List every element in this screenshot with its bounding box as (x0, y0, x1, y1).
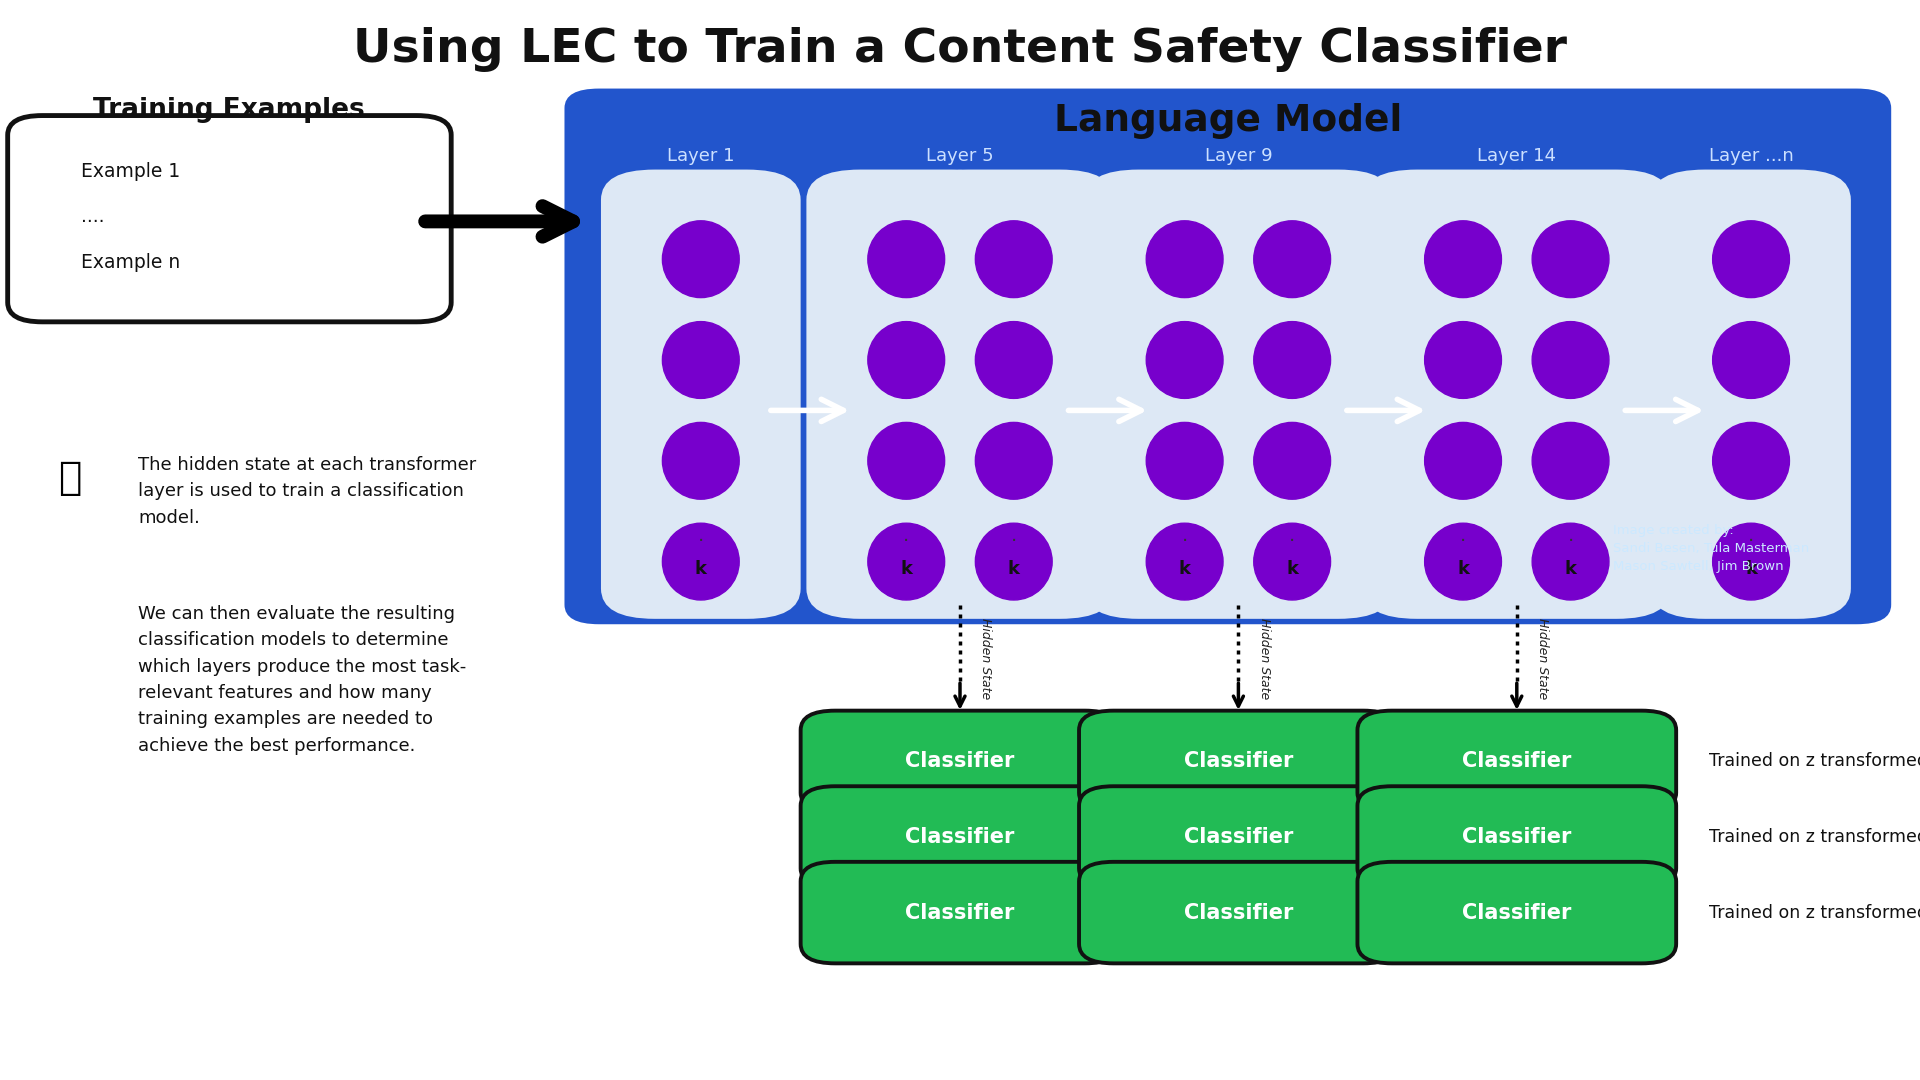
Text: .: . (1567, 526, 1574, 545)
Ellipse shape (1425, 422, 1501, 499)
Text: Classifier: Classifier (1185, 752, 1292, 771)
Text: We can then evaluate the resulting
classification models to determine
which laye: We can then evaluate the resulting class… (138, 605, 467, 755)
Ellipse shape (1713, 220, 1789, 298)
Text: Classifier: Classifier (1185, 827, 1292, 847)
FancyBboxPatch shape (914, 170, 1114, 619)
Ellipse shape (868, 220, 945, 298)
FancyBboxPatch shape (801, 786, 1119, 888)
Text: Classifier: Classifier (1463, 752, 1571, 771)
Ellipse shape (1425, 220, 1501, 298)
FancyBboxPatch shape (1079, 862, 1398, 963)
Ellipse shape (1146, 523, 1223, 600)
FancyBboxPatch shape (801, 711, 1119, 812)
Ellipse shape (1713, 523, 1789, 600)
FancyBboxPatch shape (1357, 711, 1676, 812)
FancyBboxPatch shape (1471, 170, 1670, 619)
Text: k: k (900, 559, 912, 578)
Text: Classifier: Classifier (906, 903, 1014, 922)
Text: Layer 1: Layer 1 (666, 147, 735, 165)
Text: Layer 9: Layer 9 (1204, 147, 1273, 165)
Text: Trained on z transformed examples: Trained on z transformed examples (1709, 753, 1920, 770)
Ellipse shape (1713, 322, 1789, 399)
FancyBboxPatch shape (1079, 786, 1398, 888)
Ellipse shape (1146, 422, 1223, 499)
Text: .: . (902, 526, 910, 545)
Text: Using LEC to Train a Content Safety Classifier: Using LEC to Train a Content Safety Clas… (353, 27, 1567, 72)
Ellipse shape (1146, 220, 1223, 298)
Text: k: k (1565, 559, 1576, 578)
Ellipse shape (1425, 322, 1501, 399)
Ellipse shape (975, 422, 1052, 499)
Text: k: k (1179, 559, 1190, 578)
Ellipse shape (662, 220, 739, 298)
Ellipse shape (1425, 523, 1501, 600)
Ellipse shape (1532, 422, 1609, 499)
Text: k: k (1008, 559, 1020, 578)
FancyBboxPatch shape (801, 862, 1119, 963)
FancyBboxPatch shape (1079, 711, 1398, 812)
Ellipse shape (1532, 523, 1609, 600)
Text: Trained on z transformed examples: Trained on z transformed examples (1709, 828, 1920, 846)
Ellipse shape (975, 220, 1052, 298)
Ellipse shape (662, 422, 739, 499)
Text: Example 1: Example 1 (81, 162, 180, 181)
Text: Hidden State: Hidden State (979, 618, 993, 700)
Ellipse shape (1146, 322, 1223, 399)
Ellipse shape (1254, 220, 1331, 298)
Ellipse shape (1254, 322, 1331, 399)
Text: .: . (697, 526, 705, 545)
Text: Layer 14: Layer 14 (1476, 147, 1557, 165)
Ellipse shape (868, 523, 945, 600)
Ellipse shape (975, 322, 1052, 399)
FancyBboxPatch shape (1357, 862, 1676, 963)
Text: The hidden state at each transformer
layer is used to train a classification
mod: The hidden state at each transformer lay… (138, 456, 476, 527)
Text: Classifier: Classifier (906, 827, 1014, 847)
Ellipse shape (1254, 422, 1331, 499)
Text: .: . (1010, 526, 1018, 545)
Ellipse shape (975, 523, 1052, 600)
Text: .: . (1181, 526, 1188, 545)
Text: Language Model: Language Model (1054, 103, 1402, 138)
Text: 💡: 💡 (58, 459, 81, 497)
Ellipse shape (1532, 220, 1609, 298)
Text: k: k (1745, 559, 1757, 578)
Text: k: k (695, 559, 707, 578)
Text: Classifier: Classifier (1463, 827, 1571, 847)
Text: Hidden State: Hidden State (1536, 618, 1549, 700)
Ellipse shape (1713, 422, 1789, 499)
Text: Classifier: Classifier (906, 752, 1014, 771)
Text: Hidden State: Hidden State (1258, 618, 1271, 700)
Text: Classifier: Classifier (1463, 903, 1571, 922)
FancyBboxPatch shape (806, 170, 1006, 619)
Text: k: k (1286, 559, 1298, 578)
Text: Example n: Example n (81, 253, 180, 272)
Ellipse shape (662, 322, 739, 399)
Text: Training Examples: Training Examples (92, 97, 365, 123)
Text: .: . (1459, 526, 1467, 545)
FancyBboxPatch shape (1651, 170, 1851, 619)
FancyBboxPatch shape (1357, 786, 1676, 888)
FancyBboxPatch shape (601, 170, 801, 619)
Ellipse shape (662, 523, 739, 600)
Text: Classifier: Classifier (1185, 903, 1292, 922)
Text: .: . (1747, 526, 1755, 545)
Ellipse shape (1254, 523, 1331, 600)
Ellipse shape (1532, 322, 1609, 399)
FancyBboxPatch shape (1085, 170, 1284, 619)
FancyBboxPatch shape (1363, 170, 1563, 619)
Ellipse shape (868, 422, 945, 499)
Text: ....: .... (81, 207, 104, 227)
FancyBboxPatch shape (8, 116, 451, 322)
FancyBboxPatch shape (1192, 170, 1392, 619)
FancyBboxPatch shape (564, 89, 1891, 624)
Text: k: k (1457, 559, 1469, 578)
Ellipse shape (868, 322, 945, 399)
Text: Trained on z transformed examples: Trained on z transformed examples (1709, 904, 1920, 921)
Text: Image created by:
Sandi Besen, Tula Masterman
Mason Sawtell, Jim Brown: Image created by: Sandi Besen, Tula Mast… (1613, 524, 1809, 572)
Text: Layer 5: Layer 5 (925, 147, 995, 165)
Text: .: . (1288, 526, 1296, 545)
Text: Layer ...n: Layer ...n (1709, 147, 1793, 165)
